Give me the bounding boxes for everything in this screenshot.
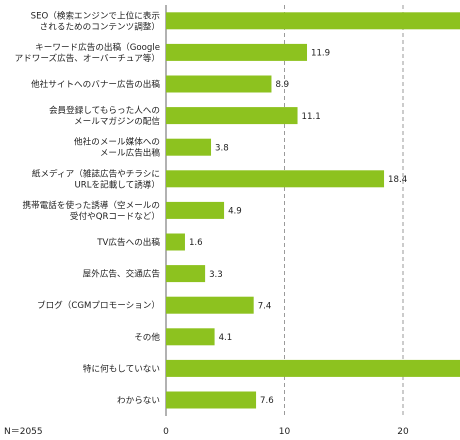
category-label-line: 他社のメール媒体への xyxy=(74,136,160,148)
category-label: 他社サイトへのバナー広告の出稿 xyxy=(31,78,160,90)
bar xyxy=(166,12,460,30)
category-label-line: 特に何もしていない xyxy=(83,362,160,374)
category-label-line: URLを記載して誘導） xyxy=(74,178,160,190)
value-label: 18.4 xyxy=(388,175,407,185)
value-label: 11.9 xyxy=(311,49,330,59)
category-label: TV広告への出稿 xyxy=(96,236,160,248)
x-tick-label: 10 xyxy=(279,427,291,437)
category-label: SEO（検索エンジンで上位に表示されるためのコンテンツ調整） xyxy=(31,9,161,32)
category-label-line: その他 xyxy=(134,331,160,343)
bar xyxy=(166,359,460,377)
sample-size-note: N＝2055 xyxy=(4,427,43,437)
category-label-line: されるためのコンテンツ調整） xyxy=(40,20,160,32)
category-label: わからない xyxy=(117,395,160,406)
category-label-line: わからない xyxy=(117,395,160,406)
x-tick-label: 0 xyxy=(163,427,169,437)
category-label: 紙メディア（雑誌広告やチラシに URLを記載して誘導） xyxy=(32,167,160,190)
x-tick-label: 20 xyxy=(397,427,409,437)
bar xyxy=(166,296,254,314)
bar xyxy=(166,328,215,346)
category-label: キーワード広告の出稿（Google アドワーズ広告、オーバーチュア等） xyxy=(15,41,160,64)
category-label-line: メールマガジンの配信 xyxy=(74,115,160,127)
value-label: 1.6 xyxy=(189,238,203,248)
category-label-line: ブログ（CGMプロモーション） xyxy=(37,299,160,311)
category-label: その他 xyxy=(134,331,160,343)
category-label: ブログ（CGMプロモーション） xyxy=(37,299,160,311)
category-label-line: 受付やQRコードなど） xyxy=(70,210,160,222)
category-label: 会員登録してもらった人へのメールマガジンの配信 xyxy=(49,104,160,127)
category-label: 他社のメール媒体へのメール広告出稿 xyxy=(74,136,160,159)
value-label: 8.9 xyxy=(275,80,289,90)
value-label: 7.6 xyxy=(260,396,274,406)
category-label-line: メール広告出稿 xyxy=(100,147,161,159)
category-label-line: キーワード広告の出稿（Google xyxy=(35,41,160,53)
value-label: 7.4 xyxy=(258,301,272,311)
category-label: 屋外広告、交通広告 xyxy=(83,268,161,280)
category-label-line: 携帯電話を使った誘導（空メールの xyxy=(22,199,160,211)
bar xyxy=(166,170,385,188)
bar xyxy=(166,201,225,219)
category-label-line: 紙メディア（雑誌広告やチラシに xyxy=(32,167,160,179)
bar xyxy=(166,233,185,251)
value-label: 4.1 xyxy=(219,333,233,343)
category-label-line: TV広告への出稿 xyxy=(96,236,160,248)
value-label: 11.1 xyxy=(302,112,321,122)
category-label: 特に何もしていない xyxy=(83,362,160,374)
category-label-line: SEO（検索エンジンで上位に表示 xyxy=(31,9,161,21)
category-label-line: 屋外広告、交通広告 xyxy=(83,268,161,280)
bar xyxy=(166,75,272,93)
category-label-line: 会員登録してもらった人への xyxy=(49,104,160,116)
category-label-line: 他社サイトへのバナー広告の出稿 xyxy=(31,78,160,90)
value-label: 3.3 xyxy=(209,270,223,280)
bar xyxy=(166,265,206,283)
category-label-line: アドワーズ広告、オーバーチュア等） xyxy=(15,52,160,64)
category-label: 携帯電話を使った誘導（空メールの受付やQRコードなど） xyxy=(22,199,160,222)
bar xyxy=(166,43,308,61)
bar xyxy=(166,138,212,156)
value-label: 4.9 xyxy=(228,207,242,217)
bar xyxy=(166,391,257,409)
value-label: 3.8 xyxy=(215,143,229,153)
bar xyxy=(166,107,298,125)
